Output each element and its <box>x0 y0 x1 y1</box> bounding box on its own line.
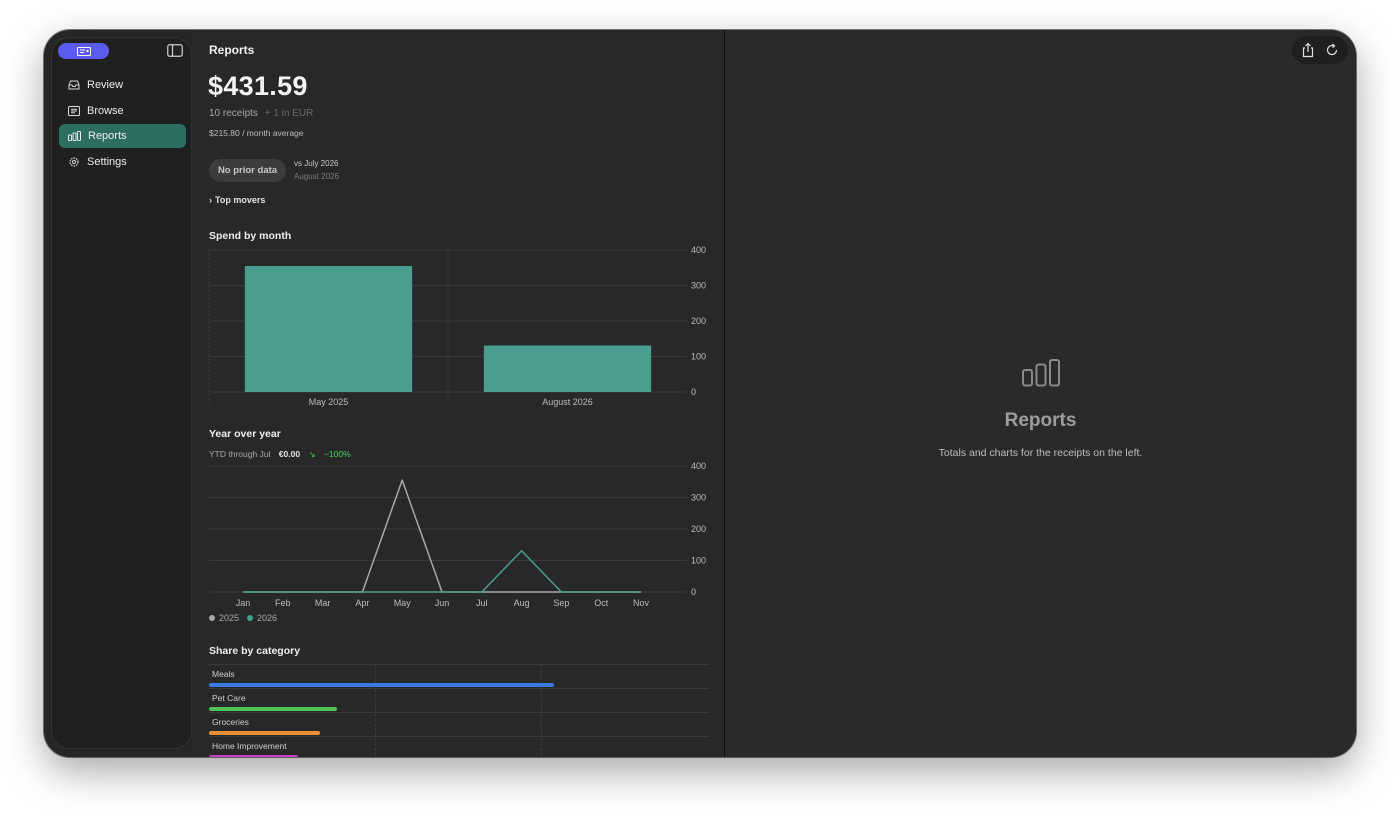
sidebar-toggle-icon[interactable] <box>167 44 183 57</box>
detail-pane: Reports Totals and charts for the receip… <box>725 30 1356 757</box>
legend-label-2026: 2026 <box>257 613 278 623</box>
empty-state-subtitle: Totals and charts for the receipts on th… <box>938 447 1143 459</box>
spend-by-month-heading: Spend by month <box>209 230 292 242</box>
category-bar <box>209 755 298 757</box>
category-row[interactable]: Groceries <box>209 712 709 736</box>
refresh-icon[interactable] <box>1325 43 1339 57</box>
comparison-pill[interactable]: No prior data <box>209 159 286 182</box>
sidebar-item-label: Review <box>87 79 124 91</box>
x-tick-label: Nov <box>633 598 650 608</box>
ytd-label: YTD through Jul <box>209 449 271 459</box>
tray-icon <box>68 80 80 90</box>
app-menu-button[interactable] <box>58 43 109 59</box>
sidebar-item-label: Reports <box>88 130 127 142</box>
monthly-average: $215.80 / month average <box>209 128 304 138</box>
x-tick-label: August 2026 <box>542 397 593 407</box>
y-tick-label: 0 <box>691 387 696 397</box>
grid-line <box>541 664 542 756</box>
x-tick-label: Jul <box>476 598 488 608</box>
top-movers-disclosure[interactable]: › Top movers <box>209 195 265 205</box>
ytd-summary: YTD through Jul €0.00 ↘ −100% <box>209 449 351 460</box>
category-label: Pet Care <box>212 693 246 703</box>
x-tick-label: Jan <box>236 598 251 608</box>
legend-dot-2026 <box>247 615 254 621</box>
year-over-year-heading: Year over year <box>209 428 281 440</box>
receipt-count-text: 10 receipts <box>209 108 258 119</box>
receipt-count: 10 receipts + 1 in EUR <box>209 108 313 119</box>
category-label: Groceries <box>212 717 249 727</box>
y-tick-label: 300 <box>691 493 706 503</box>
ytd-change: −100% <box>323 449 351 459</box>
category-bar <box>209 731 320 735</box>
category-row[interactable]: Meals <box>209 664 709 688</box>
sidebar-item-reports[interactable]: Reports <box>59 124 186 148</box>
bar <box>483 345 652 392</box>
extra-currency-note: + 1 in EUR <box>264 108 314 119</box>
y-tick-label: 200 <box>691 524 706 534</box>
page-title: Reports <box>209 43 255 57</box>
grid-line <box>375 664 376 756</box>
x-tick-label: Aug <box>514 598 530 608</box>
x-tick-label: Oct <box>594 598 609 608</box>
legend-dot-2025 <box>209 615 215 621</box>
y-tick-label: 100 <box>691 352 706 362</box>
app-window: Review Browse Reports <box>44 30 1356 757</box>
x-tick-label: Sep <box>553 598 569 608</box>
top-movers-label: Top movers <box>215 195 266 205</box>
trend-down-icon: ↘ <box>308 449 316 459</box>
y-tick-label: 100 <box>691 556 706 566</box>
category-list: Meals Pet Care Groceries Home Improvemen… <box>209 664 709 757</box>
toolbar-buttons <box>1292 36 1348 64</box>
sidebar: Review Browse Reports <box>51 37 192 749</box>
share-by-category-heading: Share by category <box>209 645 301 657</box>
list-icon <box>68 105 80 116</box>
y-tick-label: 400 <box>691 461 706 471</box>
category-label: Home Improvement <box>212 741 287 751</box>
series-line-2026 <box>243 549 641 593</box>
bar <box>244 265 413 392</box>
comparison-label: vs July 2026 <box>294 159 339 168</box>
category-label: Meals <box>212 669 235 679</box>
x-tick-label: Apr <box>355 598 369 608</box>
x-tick-label: Mar <box>315 598 331 608</box>
y-tick-label: 300 <box>691 281 706 291</box>
sidebar-item-label: Browse <box>87 104 124 117</box>
total-amount: $431.59 <box>208 71 308 101</box>
category-row[interactable]: Pet Care <box>209 688 709 712</box>
pane-divider[interactable] <box>724 30 725 757</box>
sidebar-item-review[interactable]: Review <box>59 73 186 97</box>
ytd-value: €0.00 <box>278 449 301 459</box>
chart-bar-icon <box>68 131 81 141</box>
legend-label-2025: 2025 <box>219 613 240 623</box>
empty-state-title: Reports <box>1004 410 1077 431</box>
reports-pane: Reports $431.59 10 receipts + 1 in EUR $… <box>193 30 724 757</box>
sidebar-nav: Review Browse Reports <box>59 73 186 175</box>
category-row[interactable]: Home Improvement <box>209 736 709 757</box>
comparison-sublabel: August 2026 <box>294 172 339 181</box>
chart-bar-icon <box>1022 359 1060 387</box>
y-tick-label: 200 <box>691 316 706 326</box>
sidebar-item-browse[interactable]: Browse <box>59 99 186 123</box>
sidebar-item-settings[interactable]: Settings <box>59 150 186 174</box>
category-bar <box>209 683 554 687</box>
year-over-year-chart: 0 100 200 300 400 Jan Feb Mar Apr May Jun Jul Aug Sep… <box>209 461 706 608</box>
series-line-2025 <box>243 479 641 593</box>
share-icon[interactable] <box>1301 42 1315 58</box>
chart-legend: 2025 2026 <box>209 613 277 623</box>
x-tick-label: Feb <box>275 598 291 608</box>
id-card-icon <box>76 46 91 56</box>
y-tick-label: 400 <box>691 245 706 255</box>
x-tick-label: Jun <box>435 598 450 608</box>
sidebar-item-label: Settings <box>87 155 127 168</box>
category-bar <box>209 707 337 711</box>
spend-by-month-chart: 0 100 200 300 400 May 2025 August 2026 <box>208 245 706 407</box>
x-tick-label: May 2025 <box>309 397 349 407</box>
chevron-right-icon: › <box>209 195 212 205</box>
x-tick-label: May <box>394 598 412 608</box>
gear-icon <box>69 156 79 167</box>
y-tick-label: 0 <box>691 587 696 597</box>
